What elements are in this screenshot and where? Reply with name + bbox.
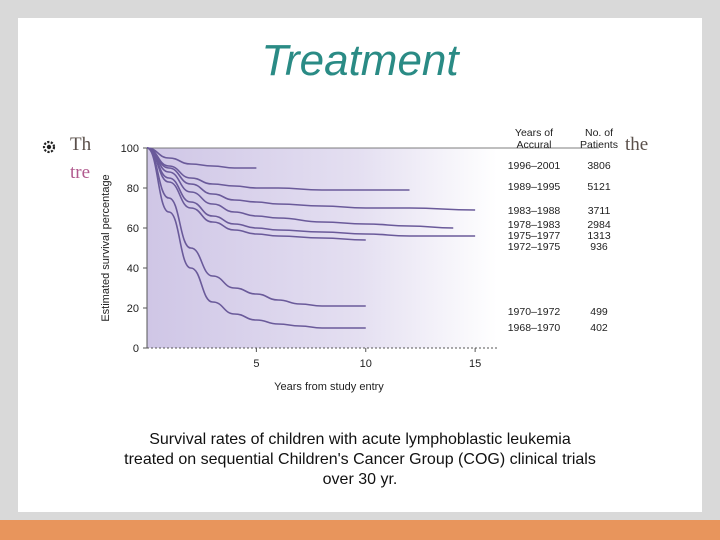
y-tick-label: 100 (121, 143, 139, 155)
bullet-text-end: the (625, 134, 649, 155)
legend-year-label: 1996–2001 (508, 160, 561, 172)
series-line (146, 147, 257, 169)
legend-header-years: Years of (515, 127, 553, 139)
legend-patients-label: 936 (590, 241, 608, 253)
series-line (146, 147, 454, 229)
legend-header-patients: No. of (585, 127, 613, 139)
series-line (146, 147, 410, 191)
legend-patients-label: 1313 (587, 230, 611, 242)
legend-year-label: 1978–1983 (508, 219, 561, 231)
x-tick-label: 10 (360, 358, 372, 370)
legend-year-label: 1983–1988 (508, 205, 561, 217)
gear-bullet-icon (42, 140, 56, 154)
y-tick-label: 0 (133, 343, 139, 355)
caption-line-2: treated on sequential Children's Cancer … (124, 451, 596, 468)
series-lines (146, 147, 476, 329)
caption-line-1: Survival rates of children with acute ly… (149, 431, 571, 448)
caption-line-3: over 30 yr. (322, 471, 398, 488)
y-tick-label: 80 (127, 183, 139, 195)
legend-patients-label: 499 (590, 306, 608, 318)
legend-year-label: 1972–1975 (508, 241, 561, 253)
legend-patients-label: 5121 (587, 181, 611, 193)
slide-title: Treatment (261, 36, 459, 85)
legend-year-label: 1968–1970 (508, 322, 561, 334)
legend-patients-label: 3806 (587, 160, 611, 172)
x-tick-label: 15 (469, 358, 481, 370)
legend-patients-label: 2984 (587, 219, 611, 231)
axes (143, 147, 497, 352)
legend-year-label: 1970–1972 (508, 306, 561, 318)
series-line (146, 147, 476, 211)
y-tick-label: 20 (127, 303, 139, 315)
y-tick-label: 40 (127, 263, 139, 275)
survival-chart-figure: 0 20 40 60 80 100 5 10 15 Years of Accural No. of P… (99, 124, 620, 395)
figure-caption: Survival rates of children with acute ly… (80, 430, 640, 490)
bullet-text-continuation: tre (70, 162, 91, 183)
series-line (146, 147, 366, 307)
series-line (146, 147, 476, 237)
legend-patients-label: 402 (590, 322, 608, 334)
bullet-text-start: Th (70, 134, 92, 155)
legend-year-label: 1975–1977 (508, 230, 561, 242)
series-line (146, 147, 366, 329)
legend-header-patients: Patients (580, 139, 618, 151)
plot-panel (147, 148, 497, 348)
x-axis-label: Years from study entry (274, 381, 384, 393)
x-tick-label: 5 (253, 358, 259, 370)
y-tick-label: 60 (127, 223, 139, 235)
legend-header-years: Accural (516, 139, 551, 151)
legend-year-label: 1989–1995 (508, 181, 561, 193)
bottom-accent-bar (0, 520, 720, 540)
y-axis-label: Estimated survival percentage (100, 174, 112, 321)
series-line (146, 147, 366, 241)
legend-patients-label: 3711 (588, 205, 611, 217)
tick-labels: 0 20 40 60 80 100 5 10 15 (121, 143, 482, 370)
